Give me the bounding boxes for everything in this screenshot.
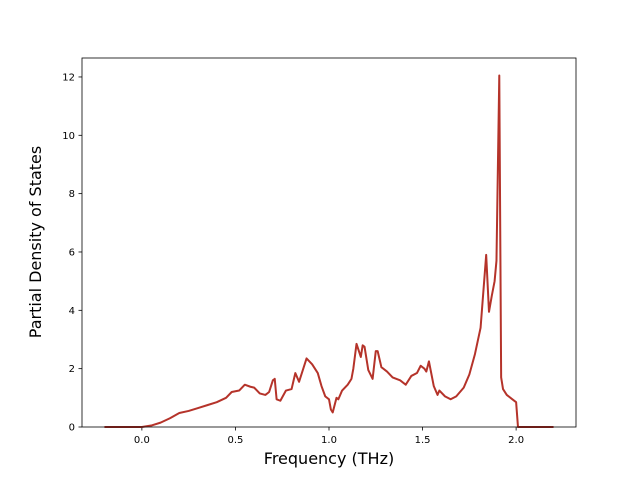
line	[104, 74, 554, 428]
y-tick-label: 4	[69, 306, 75, 317]
x-tick-label: 1.0	[321, 435, 337, 446]
x-tick-label: 2.0	[508, 435, 524, 446]
y-tick-label: 6	[69, 247, 75, 258]
y-tick-label: 12	[62, 72, 75, 83]
x-tick-label: 0.0	[134, 435, 150, 446]
x-tick-label: 0.5	[227, 435, 243, 446]
y-tick-label: 8	[69, 189, 75, 200]
y-tick-label: 0	[69, 423, 75, 434]
x-tick-label: 1.5	[415, 435, 431, 446]
x-axis-label: Frequency (THz)	[264, 449, 394, 468]
y-axis-label: Partial Density of States	[26, 146, 45, 338]
plot-frame	[81, 57, 577, 428]
y-tick-label: 10	[62, 131, 75, 142]
y-tick-label: 2	[69, 364, 75, 375]
